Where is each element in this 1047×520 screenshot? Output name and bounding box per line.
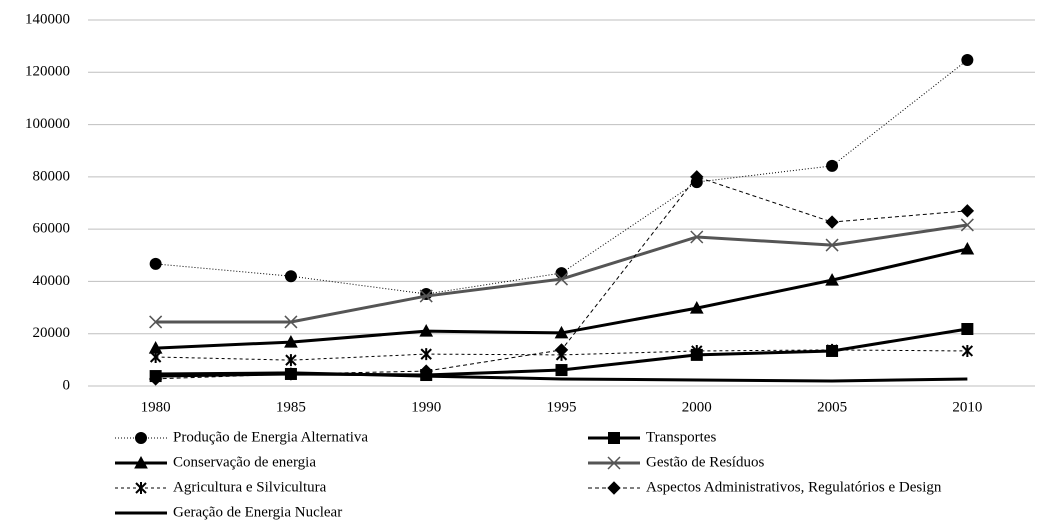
y-tick-label: 40000 <box>33 273 71 289</box>
marker <box>961 53 974 66</box>
marker <box>554 343 569 357</box>
legend-item: Gestão de Resíduos <box>588 454 764 470</box>
x-tick-label: 2000 <box>682 399 712 415</box>
legend-marker <box>135 482 147 494</box>
marker <box>826 343 838 356</box>
marker <box>285 354 297 367</box>
marker <box>960 241 975 255</box>
legend-label: Transportes <box>646 429 716 445</box>
x-tick-label: 1980 <box>141 399 171 415</box>
marker <box>284 335 298 348</box>
marker <box>960 218 974 232</box>
y-tick-label: 140000 <box>25 11 70 27</box>
legend-item: Geração de Energia Nuclear <box>115 504 342 520</box>
marker <box>960 204 975 218</box>
marker <box>554 272 569 286</box>
x-tick-label: 2005 <box>817 399 847 415</box>
y-tick-label: 80000 <box>33 168 71 184</box>
y-tick-label: 0 <box>63 377 71 393</box>
legend-item: Conservação de energia <box>115 454 316 470</box>
marker <box>825 215 839 229</box>
marker <box>149 315 163 329</box>
marker <box>690 170 704 184</box>
marker <box>419 324 434 337</box>
x-tick-label: 1995 <box>547 399 577 415</box>
marker <box>420 348 432 361</box>
marker <box>825 273 839 286</box>
y-tick-label: 120000 <box>25 64 70 80</box>
legend-label: Agricultura e Silvicultura <box>173 479 327 495</box>
x-tick-label: 1985 <box>276 399 306 415</box>
legend-marker <box>607 481 621 495</box>
legend-item: Produção de Energia Alternativa <box>115 429 368 445</box>
marker <box>554 325 569 339</box>
legend-item: Transportes <box>588 429 716 445</box>
y-tick-label: 20000 <box>33 325 71 341</box>
legend-label: Geração de Energia Nuclear <box>173 504 342 520</box>
legend-item: Agricultura e Silvicultura <box>115 479 327 495</box>
legend-marker <box>134 455 148 469</box>
marker <box>419 289 433 303</box>
y-tick-label: 100000 <box>25 116 70 132</box>
marker <box>555 364 568 377</box>
legend-marker <box>608 432 620 444</box>
legend-label: Produção de Energia Alternativa <box>173 429 368 445</box>
marker <box>961 344 974 357</box>
marker <box>689 301 704 314</box>
marker <box>284 270 297 283</box>
legend-label: Gestão de Resíduos <box>646 454 764 470</box>
x-tick-label: 2010 <box>952 399 982 415</box>
marker <box>284 315 298 329</box>
marker <box>826 159 839 172</box>
marker <box>825 238 839 252</box>
marker <box>961 323 974 336</box>
marker <box>149 350 162 363</box>
series-line <box>155 371 968 383</box>
marker <box>149 257 162 270</box>
marker <box>148 372 163 386</box>
x-tick-label: 1990 <box>411 399 441 415</box>
marker <box>690 230 704 244</box>
legend-item: Aspectos Administrativos, Regulatórios e… <box>588 479 942 495</box>
legend-label: Conservação de energia <box>173 454 316 470</box>
legend-marker <box>607 456 621 470</box>
y-tick-label: 60000 <box>33 221 71 237</box>
legend-marker <box>135 432 147 444</box>
marker <box>691 344 703 357</box>
legend-label: Aspectos Administrativos, Regulatórios e… <box>646 479 942 495</box>
